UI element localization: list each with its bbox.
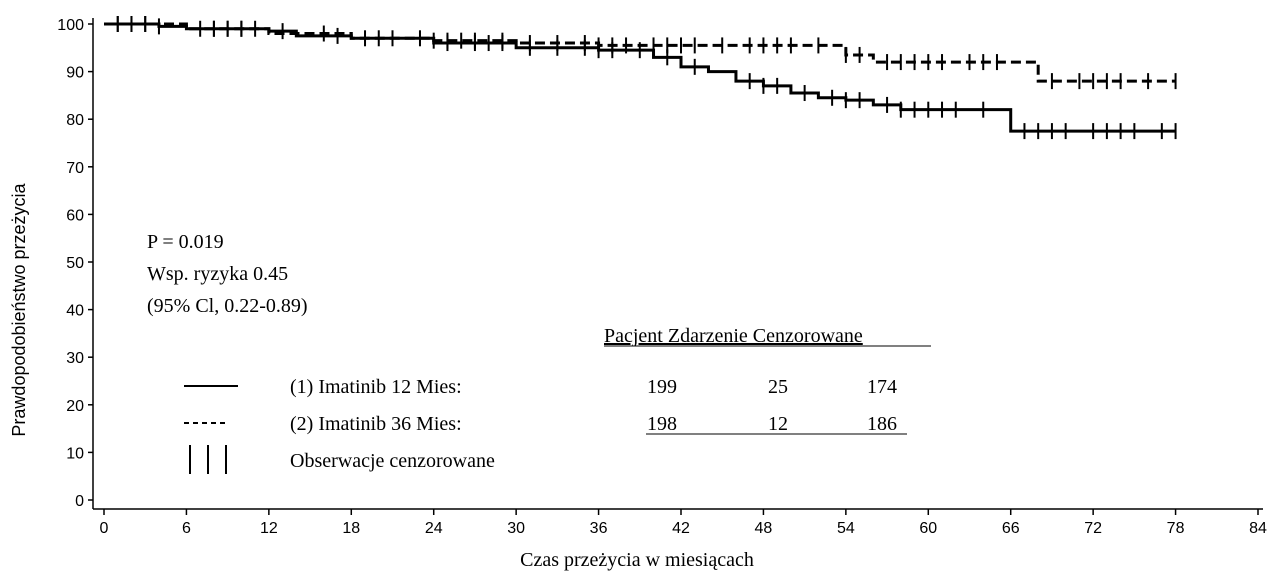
arm2-censored: 186 <box>867 413 897 435</box>
y-tick-label: 10 <box>66 445 84 462</box>
survival-curve-series-2 <box>104 22 1176 83</box>
arm1-patients: 199 <box>647 376 677 398</box>
x-tick-label: 18 <box>342 520 360 537</box>
y-tick-label: 50 <box>66 255 84 272</box>
arm1-events: 25 <box>768 376 788 398</box>
y-axis-ticks: 0 10 20 30 40 50 60 70 80 90 100 <box>57 17 93 510</box>
y-tick-label: 30 <box>66 350 84 367</box>
x-axis-title: Czas przeżycia w miesiącach <box>520 549 754 571</box>
arm2-events: 12 <box>768 413 788 435</box>
x-tick-label: 0 <box>100 520 109 537</box>
x-tick-label: 48 <box>755 520 773 537</box>
arm2-patients: 198 <box>647 413 677 435</box>
y-axis-title: Prawdopodobieństwo przeżycia <box>9 182 29 436</box>
x-tick-label: 6 <box>182 520 191 537</box>
y-tick-label: 70 <box>66 160 84 177</box>
x-tick-label: 12 <box>260 520 278 537</box>
y-tick-label: 100 <box>57 17 84 34</box>
x-tick-label: 66 <box>1002 520 1020 537</box>
y-tick-label: 90 <box>66 65 84 82</box>
legend-label-arm1: (1) Imatinib 12 Mies: <box>290 376 462 398</box>
y-tick-label: 60 <box>66 207 84 224</box>
x-tick-label: 30 <box>507 520 525 537</box>
survival-curves <box>104 16 1177 140</box>
hazard-ratio-text: Wsp. ryzyka 0.45 <box>147 263 288 285</box>
table-header: Pacjent Zdarzenie Cenzorowane <box>604 325 863 347</box>
x-tick-label: 54 <box>837 520 855 537</box>
survival-curve-series-1 <box>104 22 1176 133</box>
x-tick-label: 36 <box>590 520 608 537</box>
x-tick-label: 42 <box>672 520 690 537</box>
y-tick-label: 40 <box>66 303 84 320</box>
x-tick-label: 78 <box>1167 520 1185 537</box>
x-tick-label: 72 <box>1084 520 1102 537</box>
y-tick-label: 20 <box>66 398 84 415</box>
legend-censor-marks-icon <box>189 445 227 474</box>
x-tick-label: 24 <box>425 520 443 537</box>
x-axis-ticks: 0 6 12 18 24 30 36 42 48 54 60 66 72 78 84 <box>100 509 1267 537</box>
y-tick-label: 0 <box>75 493 84 510</box>
confidence-interval-text: (95% Cl, 0.22-0.89) <box>147 295 308 317</box>
x-tick-label: 60 <box>919 520 937 537</box>
p-value-text: P = 0.019 <box>147 231 224 253</box>
x-tick-label: 84 <box>1249 520 1267 537</box>
y-tick-label: 80 <box>66 112 84 129</box>
legend-label-arm2: (2) Imatinib 36 Mies: <box>290 413 462 435</box>
legend-censor-label: Obserwacje cenzorowane <box>290 450 495 472</box>
arm1-censored: 174 <box>867 376 897 398</box>
